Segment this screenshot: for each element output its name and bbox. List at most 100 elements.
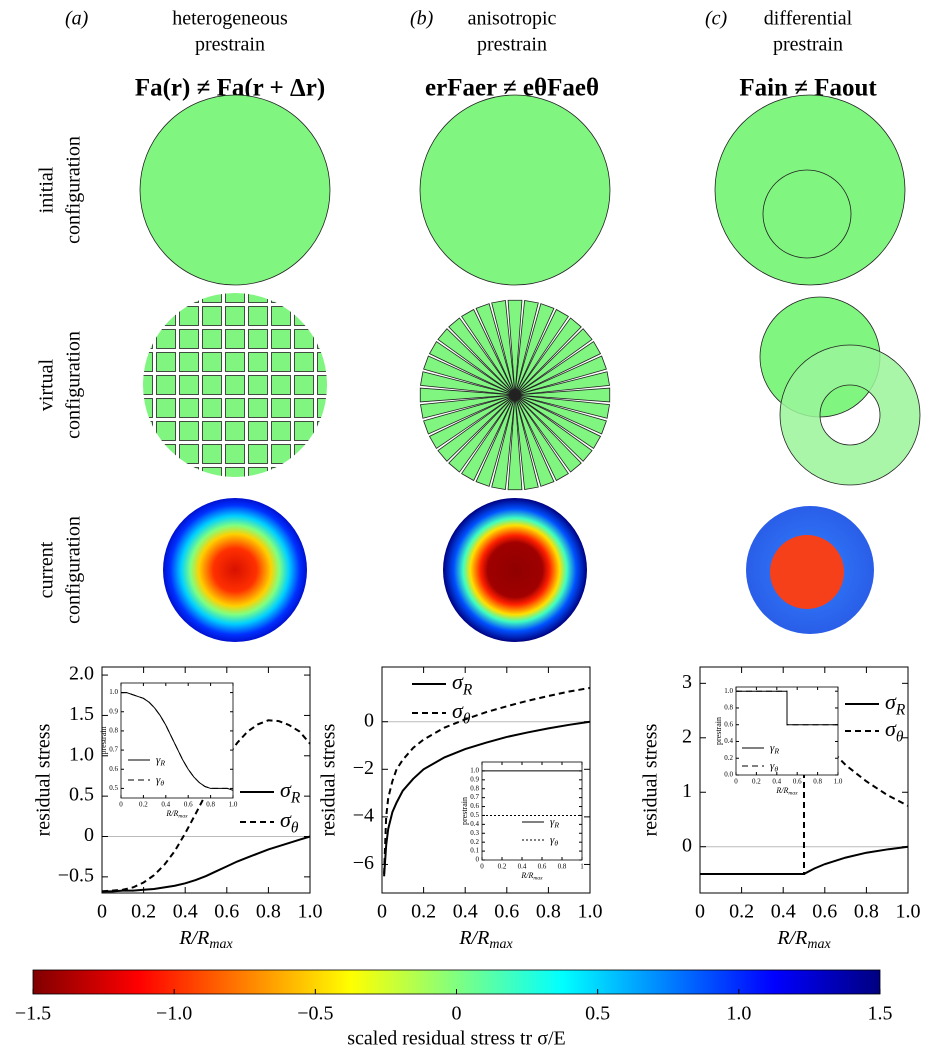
grid-square (134, 376, 153, 395)
grid-square (272, 399, 291, 418)
x-tick-label: 1.0 (229, 801, 238, 809)
y-tick-label: 0.0 (724, 771, 733, 779)
row-label: virtual (36, 358, 58, 411)
grid-square (157, 399, 176, 418)
y-tick-label: 0.5 (109, 784, 118, 792)
grid-square (295, 422, 314, 441)
x-tick-label: 0.8 (256, 901, 281, 923)
column-label: (b) (410, 8, 434, 30)
grid-square (318, 330, 337, 349)
grid-square (249, 376, 268, 395)
grid-square (203, 422, 222, 441)
grid-square (203, 468, 222, 487)
grid-square (180, 353, 199, 372)
y-tick-label: 0 (476, 856, 480, 864)
grid-square (295, 307, 314, 326)
grid-square (226, 353, 245, 372)
grid-square (226, 376, 245, 395)
grid-square (295, 330, 314, 349)
x-tick-label: 1.0 (578, 901, 603, 923)
x-tick-label: 0 (97, 901, 107, 923)
grid-square (295, 353, 314, 372)
y-tick-label: 0.1 (470, 847, 479, 855)
y-tick-label: 0.8 (724, 704, 733, 712)
grid-square (318, 422, 337, 441)
y-axis-label: residual stress (318, 723, 340, 836)
x-tick-label: 1.5 (868, 1003, 893, 1025)
x-tick-label: 0.6 (494, 901, 519, 923)
y-tick-label: 1.5 (69, 703, 94, 725)
column-title: prestrain (477, 34, 547, 56)
column-title: heterogeneous (172, 8, 288, 30)
grid-square (203, 353, 222, 372)
grid-square (203, 376, 222, 395)
x-tick-label: 0.2 (131, 901, 156, 923)
grid-square (295, 445, 314, 464)
grid-square (134, 353, 153, 372)
y-tick-label: −6 (353, 852, 374, 874)
x-tick-label: 0.4 (771, 901, 796, 923)
x-tick-label: 0.4 (518, 863, 527, 871)
grid-square (157, 330, 176, 349)
current-core (770, 535, 844, 609)
y-tick-label: 1.0 (724, 687, 733, 695)
grid-square (203, 284, 222, 303)
grid-square (226, 399, 245, 418)
grid-square (157, 284, 176, 303)
grid-square (318, 468, 337, 487)
x-tick-label: 1.0 (298, 901, 323, 923)
plot-frame (482, 762, 582, 860)
x-tick-label: 0.6 (812, 901, 837, 923)
column-title: anisotropic (468, 8, 557, 30)
x-tick-label: 1.0 (726, 1003, 751, 1025)
grid-square (272, 376, 291, 395)
colorbar-label: scaled residual stress tr σ/E (347, 1028, 566, 1050)
grid-square (295, 399, 314, 418)
y-tick-label: 0.8 (109, 727, 118, 735)
x-tick-label: 0 (452, 1003, 462, 1025)
grid-square (203, 330, 222, 349)
y-tick-label: 3 (682, 671, 692, 693)
x-tick-label: 0.2 (752, 778, 761, 786)
x-tick-label: 0.6 (793, 778, 802, 786)
grid-square (134, 468, 153, 487)
x-tick-label: 1 (580, 863, 584, 871)
column-label: (a) (65, 8, 89, 30)
y-tick-label: 1.0 (69, 743, 94, 765)
grid-square (249, 284, 268, 303)
grid-square (134, 307, 153, 326)
x-tick-label: −1.5 (15, 1003, 51, 1025)
grid-square (226, 284, 245, 303)
x-tick-label: 0.8 (854, 901, 879, 923)
x-tick-label: 0.2 (498, 863, 507, 871)
grid-square (134, 399, 153, 418)
x-tick-label: 0.4 (173, 901, 198, 923)
grid-square (226, 307, 245, 326)
grid-square (180, 399, 199, 418)
x-tick-label: 0.6 (214, 901, 239, 923)
grid-square (157, 445, 176, 464)
grid-square (226, 422, 245, 441)
grid-square (249, 468, 268, 487)
y-tick-label: 2 (682, 725, 692, 747)
grid-square (249, 422, 268, 441)
grid-square (272, 353, 291, 372)
grid-square (226, 468, 245, 487)
y-tick-label: 0.7 (109, 746, 118, 754)
grid-square (272, 330, 291, 349)
x-tick-label: 0.8 (536, 901, 561, 923)
y-tick-label: 0.9 (109, 707, 118, 715)
row-label: current (36, 541, 58, 598)
grid-square (318, 376, 337, 395)
y-tick-label: 0.6 (109, 765, 118, 773)
y-axis-label: residual stress (640, 723, 662, 836)
x-tick-label: 0.4 (161, 801, 170, 809)
row-label: configuration (63, 331, 85, 439)
x-tick-label: 0.6 (538, 863, 547, 871)
figure: (a) (b) (c) heterogeneous prestrain anis… (0, 0, 925, 1054)
grid-square (203, 307, 222, 326)
virtual-annulus (780, 345, 920, 485)
grid-square (318, 399, 337, 418)
row-label: configuration (63, 136, 85, 244)
current-disc (443, 498, 587, 642)
